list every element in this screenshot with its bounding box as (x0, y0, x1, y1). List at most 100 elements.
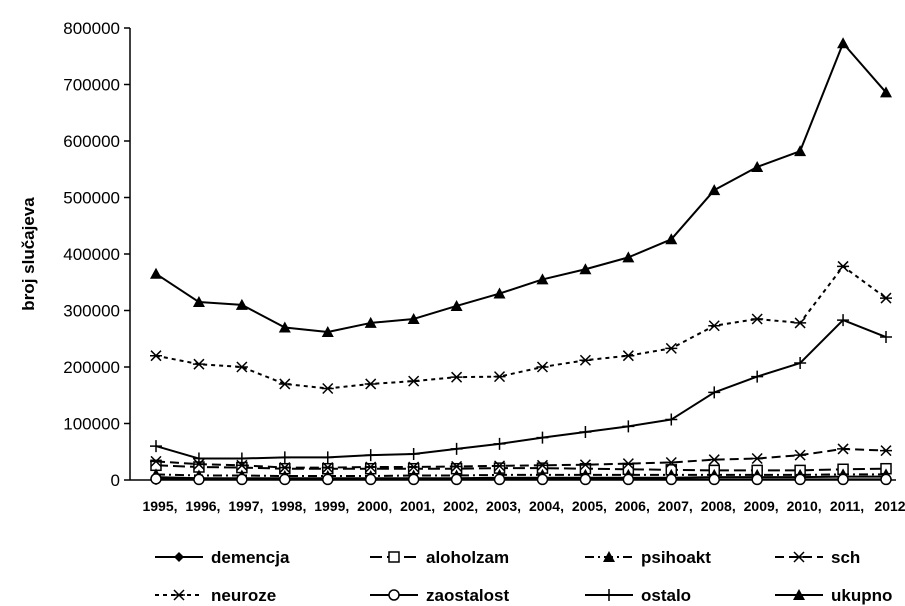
series-demencja (151, 471, 891, 484)
x-tick-label: 2005, (572, 498, 607, 514)
axes (129, 28, 896, 481)
legend-label-aloholzam: aloholzam (426, 548, 509, 567)
data-point-sch (880, 445, 892, 457)
data-point-ukupno (407, 312, 420, 324)
y-tick-label: 200000 (63, 358, 120, 377)
y-tick-label: 500000 (63, 189, 120, 208)
data-point-sch (837, 443, 850, 455)
data-point-ostalo (751, 370, 764, 383)
legend: demencja aloholzam psihoakt sch neuroze zaost… (155, 548, 892, 605)
data-point-sch (150, 455, 162, 467)
legend-label-sch: sch (831, 548, 860, 567)
y-tick-label: 700000 (63, 76, 120, 95)
data-point-zaostalost (493, 473, 506, 486)
series-ostalo (150, 314, 892, 465)
x-tick-label: 2011, (830, 498, 864, 514)
y-tick-label: 800000 (63, 19, 120, 38)
data-point-ukupno (579, 263, 592, 275)
data-point-zaostalost (407, 473, 420, 486)
data-point-neuroze (321, 382, 334, 395)
legend-marker-ostalo (603, 589, 615, 601)
data-point-ukupno (708, 184, 721, 196)
data-point-neuroze (192, 358, 205, 370)
data-point-neuroze (493, 371, 506, 383)
data-point-sch (794, 449, 807, 461)
data-point-neuroze (536, 361, 549, 373)
x-tick-label: 2012 (874, 498, 905, 514)
data-point-ostalo (364, 449, 377, 462)
legend-item-aloholzam: aloholzam (370, 548, 509, 567)
data-point-ostalo (235, 452, 248, 465)
data-point-sch (751, 452, 764, 465)
data-point-sch (493, 460, 506, 472)
data-point-ostalo (579, 425, 592, 438)
data-point-zaostalost (665, 473, 678, 486)
data-point-sch (536, 459, 549, 471)
y-tick-label: 0 (111, 471, 120, 490)
data-point-sch (235, 459, 248, 471)
x-tick-label: 2010, (787, 498, 822, 514)
data-point-zaostalost (322, 473, 334, 486)
data-point-zaostalost (150, 473, 162, 485)
legend-label-demencja: demencja (211, 548, 290, 567)
data-point-sch (622, 458, 635, 470)
x-tick-label: 1999, (314, 498, 349, 514)
data-point-zaostalost (880, 473, 892, 486)
series-neuroze (150, 260, 892, 395)
series-sch (150, 443, 892, 474)
series-line-ostalo (155, 319, 887, 460)
series-line-aloholzam (155, 464, 887, 472)
legend-item-demencja: demencja (155, 548, 290, 567)
data-point-ukupno (794, 145, 807, 157)
legend-label-zaostalost: zaostalost (426, 586, 509, 605)
data-point-ostalo (150, 440, 162, 453)
data-point-zaostalost (708, 473, 720, 486)
data-point-sch (278, 462, 291, 474)
series-layer (150, 37, 892, 486)
data-point-sch (450, 460, 463, 472)
data-point-neuroze (665, 342, 678, 354)
x-tick-label: 1996, (185, 498, 220, 514)
series-line-neuroze (155, 265, 887, 390)
x-tick-label: 2000, (357, 498, 392, 514)
series-line-demencja (155, 475, 886, 480)
data-point-neuroze (407, 375, 420, 387)
data-point-ostalo (407, 448, 420, 461)
data-point-neuroze (751, 313, 764, 325)
legend-label-neuroze: neuroze (211, 586, 276, 605)
y-axis-ticks: 0 100000 200000 300000 400000 500000 600000 700… (63, 19, 130, 490)
x-tick-label: 2006, (615, 498, 650, 514)
data-point-ostalo (450, 442, 463, 455)
data-point-ukupno (622, 251, 635, 263)
data-point-neuroze (450, 371, 463, 383)
x-tick-label: 1995, (142, 498, 177, 514)
data-point-ukupno (235, 298, 248, 310)
data-point-sch (579, 459, 592, 471)
data-point-zaostalost (193, 473, 205, 486)
data-point-sch (665, 456, 678, 469)
x-tick-label: 2001, (400, 498, 435, 514)
data-point-neuroze (880, 292, 892, 304)
data-point-neuroze (278, 378, 291, 390)
data-point-neuroze (579, 354, 592, 366)
legend-item-ostalo: ostalo (585, 586, 691, 605)
series-line-sch (155, 447, 887, 469)
data-point-ukupno (837, 37, 850, 49)
data-point-neuroze (364, 378, 377, 390)
data-point-ostalo (794, 357, 807, 370)
series-line-ukupno (155, 42, 887, 333)
legend-item-ukupno: ukupno (775, 586, 892, 605)
data-point-sch (321, 462, 334, 474)
data-point-ostalo (665, 413, 678, 426)
legend-marker-zaostalost (388, 589, 400, 601)
data-point-ukupno (364, 316, 377, 328)
x-tick-label: 1997, (228, 498, 263, 514)
x-tick-label: 2004, (529, 498, 564, 514)
legend-item-neuroze: neuroze (155, 586, 276, 605)
legend-marker-aloholzam (388, 551, 400, 563)
legend-item-psihoakt: psihoakt (585, 548, 711, 567)
series-zaostalost (150, 473, 892, 486)
data-point-zaostalost (279, 473, 291, 486)
legend-marker-neuroze (173, 589, 185, 601)
data-point-zaostalost (364, 473, 377, 486)
